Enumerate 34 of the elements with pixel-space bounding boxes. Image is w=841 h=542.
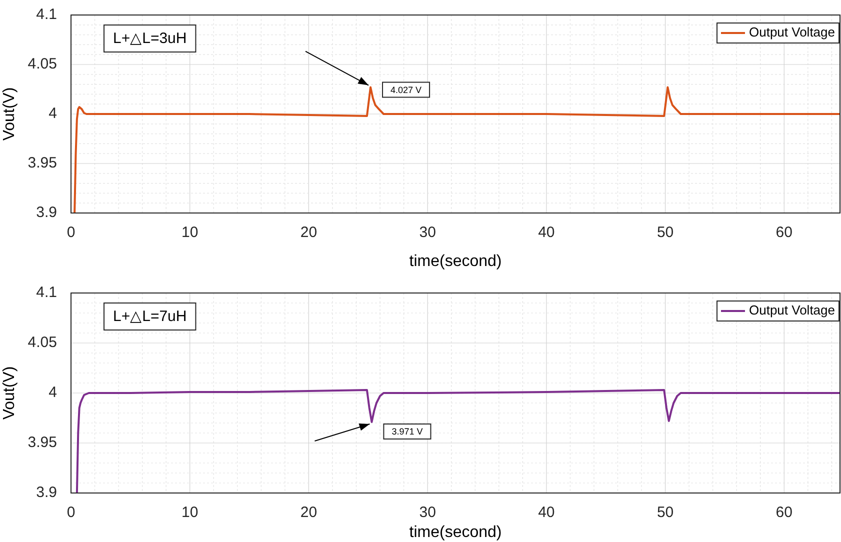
y-axis-title: Vout(V) <box>1 87 18 141</box>
x-tick-label: 50 <box>656 224 674 242</box>
y-tick-label: 4.1 <box>36 284 57 302</box>
x-tick-label: 60 <box>776 504 792 522</box>
annotation: L+△L=3uH <box>113 30 187 48</box>
y-tick-label: 3.95 <box>28 154 57 172</box>
annotation: L+△L=7uH <box>113 308 187 326</box>
x-tick-label: 10 <box>182 224 198 242</box>
x-tick-label: 50 <box>656 504 674 522</box>
legend-label: Output Voltage <box>748 302 836 318</box>
y-tick-label: 3.95 <box>28 434 57 452</box>
y-tick-label: 3.9 <box>36 484 57 502</box>
y-tick-label: 3.9 <box>36 204 57 222</box>
x-tick-label: 30 <box>419 224 436 242</box>
x-axis-title: time(second) <box>409 524 502 541</box>
x-tick-label: 40 <box>538 504 555 522</box>
x-axis-title: time(second) <box>409 252 502 270</box>
legend-label: Output Voltage <box>748 24 836 40</box>
x-tick-label: 40 <box>538 224 555 242</box>
y-tick-label: 4.05 <box>28 56 57 73</box>
y-tick-label: 4.1 <box>36 6 57 24</box>
x-tick-label: 0 <box>66 504 76 522</box>
y-tick-label: 4 <box>48 105 57 122</box>
y-tick-label: 4.05 <box>28 334 57 352</box>
y-tick-label: 4 <box>48 384 57 402</box>
x-tick-label: 20 <box>300 504 318 522</box>
x-tick-label: 20 <box>300 224 318 242</box>
annotation: 4.027 V <box>390 84 422 95</box>
x-tick-label: 30 <box>419 504 436 522</box>
x-tick-label: 10 <box>182 504 198 522</box>
x-tick-label: 60 <box>776 224 792 242</box>
y-axis-title: Vout(V) <box>1 366 18 420</box>
x-tick-label: 0 <box>66 224 76 242</box>
annotation: 3.971 V <box>392 426 423 436</box>
